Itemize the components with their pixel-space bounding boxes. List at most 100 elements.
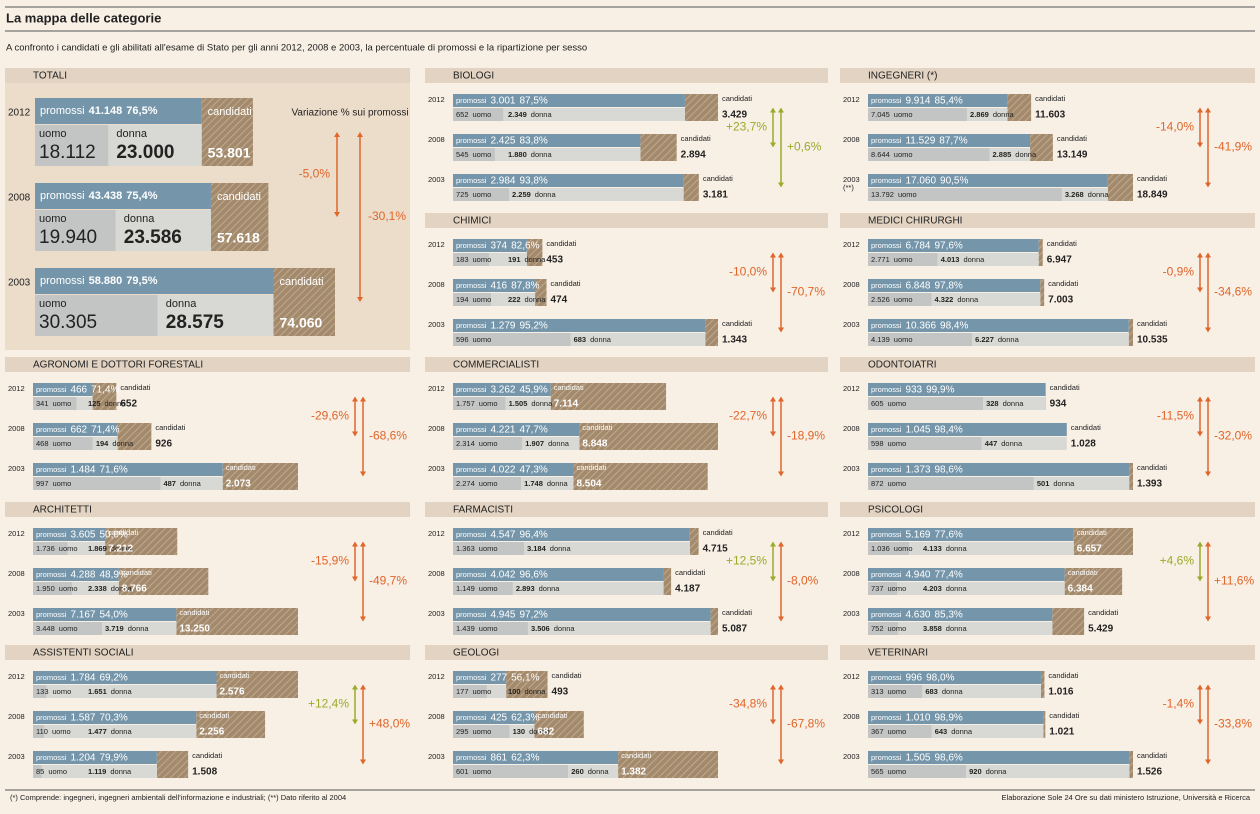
pct-value: 98,6%	[934, 753, 962, 764]
uomo-bar	[868, 148, 990, 161]
candidati-bar	[117, 423, 152, 450]
donna-bar	[108, 125, 202, 166]
donna-value: 683	[574, 335, 587, 344]
pct-value: 90,5%	[940, 176, 968, 187]
candidati-bar	[579, 423, 718, 450]
promossi-label: promossi	[871, 530, 902, 539]
uomo-value: 1.757	[456, 399, 475, 408]
candidati-label: candidati	[537, 711, 567, 720]
candidati-bar	[1040, 279, 1045, 306]
candidati-label: candidati	[722, 94, 752, 103]
promossi-value: 466	[70, 385, 87, 396]
promossi-label: promossi	[871, 281, 902, 290]
candidati-bar	[1038, 239, 1043, 266]
candidati-value: 18.849	[1137, 190, 1168, 201]
variation-label: -70,7%	[787, 285, 825, 299]
uomo-label: uomo	[473, 190, 492, 199]
candidati-value: 493	[552, 687, 569, 698]
donna-value: 3.506	[531, 624, 550, 633]
donna-bar	[568, 765, 619, 778]
candidati-bar	[92, 383, 117, 410]
variation-arrow-head	[1205, 107, 1211, 113]
variation-arrow-head	[770, 252, 776, 258]
candidati-value: 8.504	[576, 479, 601, 490]
variation-label: +0,6%	[787, 140, 822, 154]
promossi-bar	[33, 423, 118, 436]
candidati-bar	[550, 383, 667, 410]
panel-title-bar	[840, 502, 1255, 517]
uomo-label: uomo	[898, 190, 917, 199]
variation-arrow-head	[357, 132, 363, 137]
promossi-value: 3.001	[490, 96, 515, 107]
promossi-value: 277	[490, 673, 507, 684]
uomo-bar	[453, 333, 571, 346]
donna-label: donna	[588, 767, 610, 776]
promossi-value: 4.630	[905, 610, 930, 621]
pct-value: 70,3%	[99, 713, 127, 724]
variation-arrow-head	[770, 396, 776, 402]
pct-value: 87,5%	[519, 96, 547, 107]
pct-value: 62,3%	[511, 753, 539, 764]
donna-label: donna	[1001, 439, 1023, 448]
donna-label: donna	[548, 439, 570, 448]
candidati-label: candidati	[280, 276, 324, 288]
promossi-value: 2.984	[490, 176, 515, 187]
variation-arrow-head	[1197, 431, 1203, 437]
variation-arrow-head	[1205, 541, 1211, 547]
promossi-label: promossi	[36, 753, 67, 762]
totals-note: Variazione % sui promossi	[291, 108, 408, 119]
donna-value: 3.858	[923, 624, 942, 633]
variation-arrow-head	[1205, 616, 1211, 622]
candidati-bar	[222, 463, 298, 490]
donna-bar	[101, 622, 177, 635]
uomo-value: 598	[871, 439, 884, 448]
uomo-label: uomo	[473, 687, 492, 696]
promossi-value: 1.784	[70, 673, 95, 684]
candidati-bar	[640, 134, 677, 161]
variation-arrow-head	[1205, 759, 1211, 765]
donna-label: donna	[531, 399, 553, 408]
variation-arrow-head	[352, 719, 358, 725]
promossi-label: promossi	[871, 713, 902, 722]
uomo-value: 133	[36, 687, 49, 696]
promossi-bar	[868, 528, 1074, 541]
donna-label: donna	[111, 687, 133, 696]
candidati-label: candidati	[1049, 711, 1079, 720]
variation-arrow-head	[778, 107, 784, 113]
promossi-value: 10.366	[905, 321, 936, 332]
donna-bar	[931, 725, 1044, 738]
year-label: 2003	[8, 278, 31, 289]
uomo-bar	[868, 622, 898, 635]
donna-value: 4.013	[941, 255, 960, 264]
donna-value: 1.907	[525, 439, 544, 448]
promossi-bar	[868, 279, 1041, 292]
variation-arrow-head	[778, 396, 784, 402]
donna-bar	[92, 437, 118, 450]
candidati-value: 6.947	[1047, 255, 1072, 266]
year-label: 2003	[428, 175, 445, 184]
donna-bar	[522, 437, 580, 450]
promossi-label: promossi	[871, 610, 902, 619]
donna-label: donna	[531, 110, 553, 119]
subtitle: A confronto i candidati e gli abilitati …	[6, 43, 587, 54]
variation-arrow-head	[770, 142, 776, 148]
uomo-value: 872	[871, 479, 884, 488]
year-label: 2003	[8, 609, 25, 618]
uomo-value: 2.771	[871, 255, 890, 264]
year-label: 2003	[428, 609, 445, 618]
candidati-value: 6.384	[1068, 584, 1093, 595]
promossi-label: promossi	[871, 425, 902, 434]
candidati-value: 5.087	[722, 624, 747, 635]
candidati-label: candidati	[703, 528, 733, 537]
candidati-value: 3.429	[722, 110, 747, 121]
donna-bar	[967, 108, 1008, 121]
promossi-label: promossi	[871, 241, 902, 250]
uomo-value: 1.149	[456, 584, 475, 593]
uomo-value: 19.940	[39, 227, 97, 248]
variation-label: +23,7%	[726, 120, 767, 134]
donna-label: donna	[166, 298, 197, 310]
uomo-label: uomo	[479, 439, 498, 448]
donna-bar	[521, 477, 574, 490]
promossi-bar	[35, 183, 211, 209]
variation-arrow-head	[360, 616, 366, 622]
